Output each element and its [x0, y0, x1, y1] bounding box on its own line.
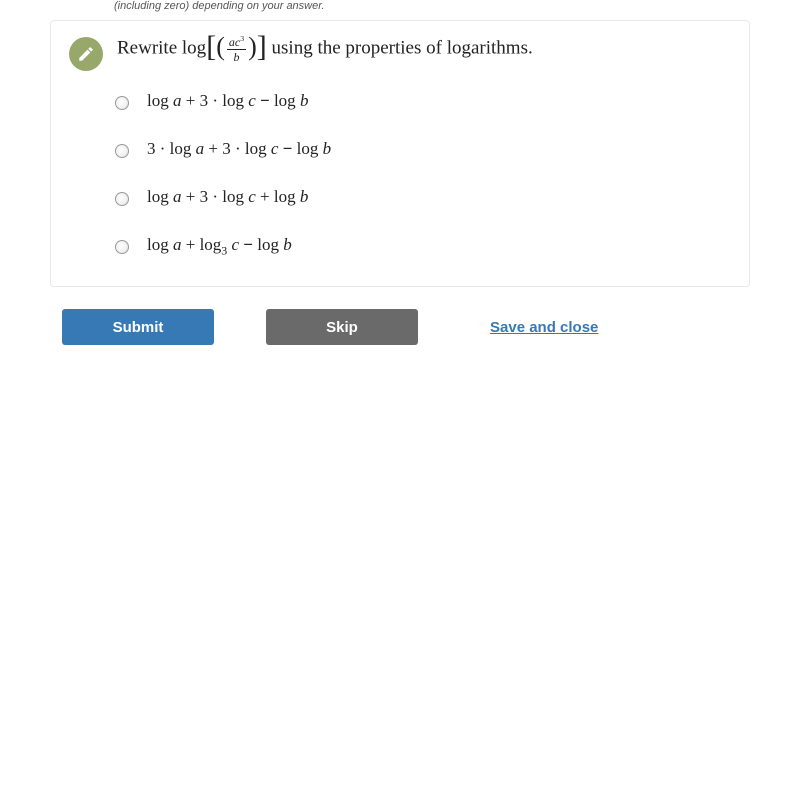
frac-sup: 3: [240, 34, 244, 43]
hint-text: (including zero) depending on your answe…: [114, 0, 750, 12]
pencil-icon: [69, 37, 103, 71]
submit-button[interactable]: Submit: [62, 309, 214, 345]
option-row[interactable]: log a + 3 · log c − log b: [115, 91, 731, 111]
radio-button[interactable]: [115, 240, 129, 254]
prompt-suffix: using the properties of logarithms.: [267, 37, 533, 58]
radio-button[interactable]: [115, 96, 129, 110]
question-card: Rewrite log[( ac3 b )] using the propert…: [50, 20, 750, 287]
radio-button[interactable]: [115, 192, 129, 206]
option-row[interactable]: 3 · log a + 3 · log c − log b: [115, 139, 731, 159]
options-list: log a + 3 · log c − log b 3 · log a + 3 …: [115, 91, 731, 258]
radio-button[interactable]: [115, 144, 129, 158]
option-text: log a + log3 c − log b: [147, 235, 292, 258]
option-row[interactable]: log a + log3 c − log b: [115, 235, 731, 258]
question-prompt: Rewrite log[( ac3 b )] using the propert…: [117, 35, 533, 63]
option-text: log a + 3 · log c + log b: [147, 187, 308, 207]
frac-num: ac: [229, 35, 240, 49]
frac-den: b: [227, 50, 246, 63]
skip-button[interactable]: Skip: [266, 309, 418, 345]
option-text: 3 · log a + 3 · log c − log b: [147, 139, 331, 159]
option-row[interactable]: log a + 3 · log c + log b: [115, 187, 731, 207]
prompt-prefix: Rewrite log: [117, 37, 206, 58]
action-bar: Submit Skip Save and close: [50, 309, 750, 345]
save-and-close-link[interactable]: Save and close: [490, 319, 598, 336]
option-text: log a + 3 · log c − log b: [147, 91, 308, 111]
